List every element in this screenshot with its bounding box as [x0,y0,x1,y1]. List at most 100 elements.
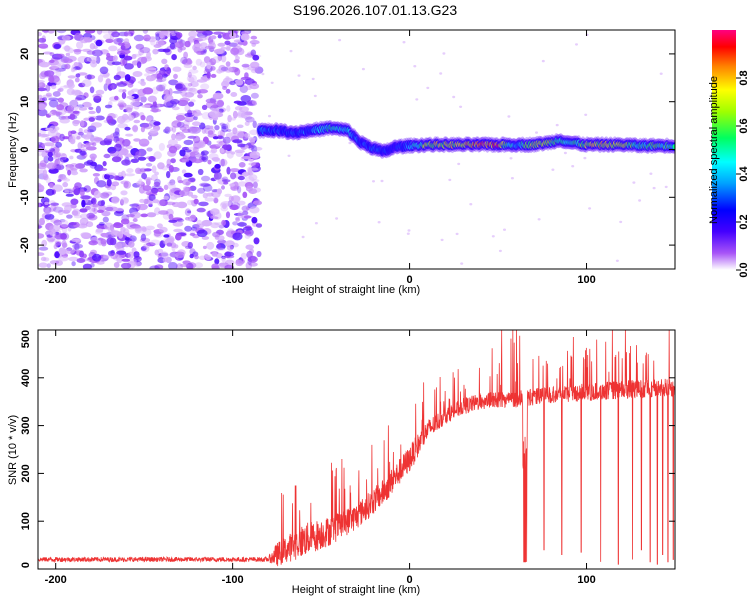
noise-blob [38,152,42,157]
noise-blob [100,232,108,237]
noise-speck [551,168,555,171]
noise-blob [54,67,66,72]
noise-blob [168,79,179,86]
noise-blob [180,56,188,64]
noise-blob [171,106,180,111]
noise-blob [207,130,214,135]
noise-blob [76,135,81,140]
noise-blob [164,126,171,134]
noise-blob [123,181,129,188]
noise-blob [140,115,146,121]
noise-blob [156,84,166,92]
noise-blob [235,56,240,61]
noise-blob [205,255,212,261]
noise-blob [76,104,85,108]
noise-blob [74,243,80,251]
noise-blob [61,35,71,41]
noise-blob [47,151,53,158]
noise-speck [361,67,365,71]
noise-blob [147,135,153,141]
noise-blob [169,30,175,34]
noise-blob [120,190,128,196]
noise-blob [92,173,100,177]
noise-blob [120,199,124,206]
noise-blob [172,90,183,94]
noise-blob [56,30,67,34]
noise-blob [132,218,138,223]
noise-blob [92,203,99,208]
noise-blob [163,234,170,238]
noise-blob [167,182,176,190]
noise-blob [254,162,261,168]
noise-blob [179,126,187,131]
noise-blob [234,106,243,111]
noise-blob [98,167,108,171]
noise-blob [92,93,103,99]
noise-blob [93,45,98,49]
noise-blob [79,250,85,258]
noise-blob [106,237,114,246]
noise-blob [225,46,231,51]
snr-y-tick-label: 0 [20,562,32,568]
noise-blob [200,183,211,187]
noise-blob [166,158,172,167]
noise-blob [222,136,231,144]
noise-blob [153,121,161,126]
noise-blob [105,206,114,212]
noise-blob [71,238,82,242]
noise-blob [118,231,124,239]
noise-blob [214,247,226,251]
noise-blob [171,120,182,128]
noise-blob [171,33,176,37]
noise-blob [120,262,132,269]
noise-blob [102,216,109,223]
noise-blob [47,30,55,34]
noise-blob [45,188,55,196]
noise-blob [54,251,60,259]
noise-blob [205,101,216,109]
noise-blob [224,193,232,198]
noise-blob [241,156,252,160]
noise-blob [58,255,69,262]
noise-blob [120,197,129,205]
noise-speck [415,98,419,101]
noise-blob [225,88,231,94]
spectrogram-x-tick-label: -200 [45,274,67,286]
noise-blob [217,42,226,47]
noise-blob [45,177,51,184]
noise-blob [142,122,153,130]
noise-blob [221,256,226,263]
noise-blob [102,74,110,79]
noise-blob [62,58,73,64]
noise-blob [64,189,70,194]
noise-blob [69,155,74,160]
noise-blob [48,97,59,101]
noise-blob [244,233,251,239]
noise-blob [173,73,178,80]
noise-blob [105,78,112,86]
snr-x-tick-label: 0 [407,574,413,586]
noise-blob [49,260,60,265]
noise-blob [141,173,148,180]
noise-blob [114,207,124,212]
noise-speck [632,181,636,184]
noise-blob [125,133,134,137]
noise-blob [255,223,263,228]
noise-speck [372,180,375,183]
noise-speck [535,131,538,134]
noise-blob [199,182,210,187]
noise-blob [236,124,244,129]
noise-blob [73,49,82,55]
noise-blob [187,71,192,78]
noise-blob [169,188,174,196]
noise-blob [149,128,158,134]
noise-blob [123,197,129,203]
noise-speck [507,115,511,118]
noise-blob [80,222,86,228]
noise-blob [97,200,105,207]
noise-blob [101,30,112,34]
noise-blob [133,34,145,42]
noise-blob [252,120,257,129]
noise-blob [188,87,198,95]
noise-speck [301,235,305,239]
